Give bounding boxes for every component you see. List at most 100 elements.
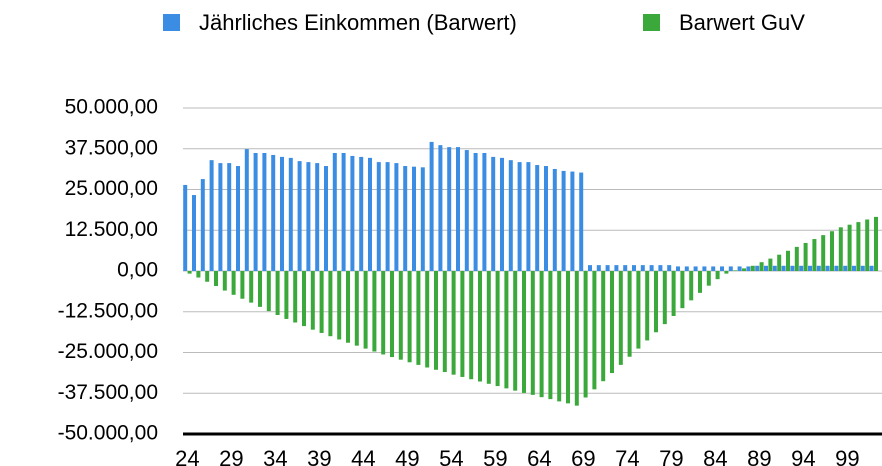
bar xyxy=(368,157,372,271)
x-tick-label: 49 xyxy=(395,446,419,466)
bar xyxy=(667,265,672,271)
bar xyxy=(407,271,412,363)
bar xyxy=(790,265,795,271)
bar xyxy=(746,266,751,271)
bar xyxy=(764,265,768,271)
bar xyxy=(843,265,848,271)
bar xyxy=(856,222,861,271)
x-tick-label: 39 xyxy=(307,446,331,466)
bar xyxy=(438,145,443,271)
bar xyxy=(702,266,707,271)
x-tick-label: 64 xyxy=(527,446,551,466)
bar xyxy=(244,149,249,271)
bar xyxy=(403,166,408,271)
bar xyxy=(658,265,663,271)
bar xyxy=(654,271,658,333)
bar xyxy=(627,271,632,357)
bar xyxy=(557,271,562,402)
bar xyxy=(614,265,619,271)
bar xyxy=(363,271,368,349)
bar xyxy=(288,157,293,271)
legend-swatch xyxy=(163,14,180,31)
bar xyxy=(451,271,456,375)
bar xyxy=(601,271,606,382)
bar xyxy=(812,239,817,271)
bar xyxy=(618,271,623,365)
bar xyxy=(420,167,425,271)
y-tick-label: 37.500,00 xyxy=(65,136,158,159)
bar xyxy=(755,265,760,271)
x-tick-label: 79 xyxy=(659,446,683,466)
bar xyxy=(469,271,474,380)
bar xyxy=(429,141,434,271)
bar xyxy=(552,168,557,271)
bar xyxy=(742,268,746,271)
bar xyxy=(275,271,280,316)
bar xyxy=(865,219,870,271)
bar xyxy=(381,271,386,355)
bar xyxy=(372,271,377,352)
bar xyxy=(359,156,364,271)
bar xyxy=(341,152,346,271)
bar xyxy=(394,163,399,271)
bar xyxy=(830,231,834,271)
bar xyxy=(284,271,289,319)
bar xyxy=(310,271,315,330)
bar xyxy=(398,271,403,360)
bar xyxy=(720,266,724,271)
bar xyxy=(706,271,711,286)
bar xyxy=(258,271,262,307)
bar xyxy=(772,265,777,271)
bar xyxy=(610,271,614,374)
bar xyxy=(711,266,716,271)
bar xyxy=(482,152,487,271)
x-tick-label: 59 xyxy=(483,446,507,466)
bar xyxy=(240,271,245,299)
bar xyxy=(596,265,601,271)
bar xyxy=(759,262,764,271)
x-tick-label: 74 xyxy=(615,446,639,466)
bar xyxy=(513,271,518,391)
bar xyxy=(218,163,223,271)
bar xyxy=(526,162,531,271)
bar xyxy=(495,271,500,387)
bar xyxy=(222,271,227,291)
bar xyxy=(671,271,676,316)
bar xyxy=(209,160,214,271)
bar xyxy=(315,163,320,271)
bar xyxy=(816,265,821,271)
bar xyxy=(460,271,465,377)
bar xyxy=(200,179,205,271)
bar xyxy=(478,271,482,382)
bar xyxy=(623,265,628,271)
bar xyxy=(737,266,742,271)
bar xyxy=(354,271,359,346)
bar xyxy=(574,271,579,406)
bar xyxy=(297,161,302,271)
bar xyxy=(794,246,799,271)
y-tick-label: -50.000,00 xyxy=(58,422,158,445)
bar xyxy=(640,265,645,271)
bar xyxy=(390,271,394,358)
bar xyxy=(280,156,284,271)
bar xyxy=(874,216,878,271)
bar xyxy=(486,271,491,384)
x-tick-label: 94 xyxy=(791,446,815,466)
bar xyxy=(385,162,390,271)
x-tick-label: 44 xyxy=(351,446,375,466)
bar xyxy=(412,166,416,271)
y-tick-label: 0,00 xyxy=(117,259,158,282)
bar xyxy=(847,224,852,271)
bar xyxy=(183,184,188,271)
bar xyxy=(724,271,729,274)
bar xyxy=(570,171,575,271)
bar xyxy=(306,162,311,271)
bar xyxy=(548,271,553,400)
bar xyxy=(834,265,839,271)
bar xyxy=(253,152,258,271)
bar xyxy=(583,271,588,398)
bar xyxy=(852,265,856,271)
x-tick-label: 24 xyxy=(175,446,199,466)
bar xyxy=(561,170,566,271)
bar xyxy=(684,266,689,271)
